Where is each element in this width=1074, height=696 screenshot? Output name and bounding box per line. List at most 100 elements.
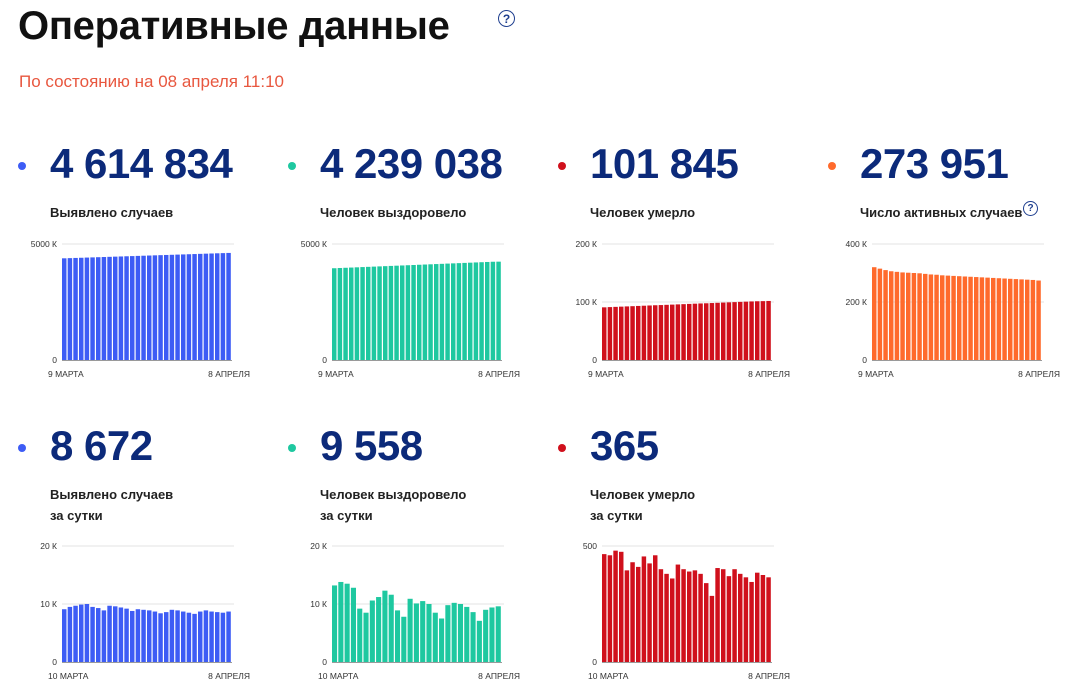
bar bbox=[636, 566, 641, 662]
chart-cases-total: 0 5000 К 9 МАРТА 8 АПРЕЛЯ bbox=[31, 239, 250, 379]
bar bbox=[96, 608, 101, 662]
y-tick-label: 100 К bbox=[576, 297, 598, 307]
stat-value: 9 558 bbox=[320, 422, 423, 469]
bar bbox=[602, 554, 607, 662]
stat-label: Выявлено случаев за сутки bbox=[50, 484, 173, 526]
bar bbox=[169, 609, 175, 662]
bar bbox=[382, 590, 388, 662]
bar bbox=[220, 253, 226, 360]
bar bbox=[766, 300, 771, 360]
chart-recovered-total: 0 5000 К 9 МАРТА 8 АПРЕЛЯ bbox=[301, 239, 520, 379]
bar bbox=[653, 555, 658, 662]
bar bbox=[687, 571, 692, 662]
bar bbox=[653, 305, 658, 360]
bar bbox=[743, 577, 749, 662]
stat-label: Выявлено случаев bbox=[50, 202, 173, 223]
y-tick-label: 0 bbox=[862, 355, 867, 365]
bar bbox=[664, 304, 669, 360]
x-tick-label: 9 МАРТА bbox=[48, 369, 84, 379]
bar bbox=[73, 605, 78, 662]
series-dot bbox=[828, 162, 836, 170]
x-tick-label: 8 АПРЕЛЯ bbox=[208, 369, 250, 379]
y-tick-label: 20 К bbox=[310, 541, 327, 551]
bar bbox=[401, 616, 407, 662]
bar bbox=[101, 610, 107, 662]
bar bbox=[934, 274, 939, 360]
bar bbox=[164, 612, 169, 662]
bar bbox=[113, 256, 118, 360]
bar bbox=[928, 274, 934, 360]
bar bbox=[613, 550, 618, 662]
bar bbox=[192, 613, 197, 662]
bar bbox=[135, 609, 141, 662]
bar bbox=[630, 562, 635, 662]
bar bbox=[985, 277, 990, 360]
stat-value: 365 bbox=[590, 422, 659, 469]
bar bbox=[215, 253, 220, 360]
bar bbox=[383, 266, 388, 360]
bar bbox=[704, 303, 709, 360]
bar bbox=[462, 262, 467, 360]
y-tick-label: 400 К bbox=[846, 239, 868, 249]
bar bbox=[715, 568, 720, 662]
bar bbox=[181, 254, 186, 360]
bar bbox=[456, 263, 462, 360]
bar bbox=[432, 612, 438, 662]
bar bbox=[169, 254, 175, 360]
x-tick-label: 8 АПРЕЛЯ bbox=[748, 671, 790, 681]
chart-cases-daily: 0 10 К 20 К 10 МАРТА 8 АПРЕЛЯ bbox=[40, 541, 250, 681]
bar bbox=[186, 254, 192, 360]
stat-value: 4 239 038 bbox=[320, 140, 503, 187]
bar bbox=[721, 569, 726, 662]
bar bbox=[67, 258, 73, 360]
bar bbox=[377, 266, 382, 360]
y-tick-label: 5000 К bbox=[31, 239, 57, 249]
bar bbox=[420, 601, 426, 662]
bar bbox=[490, 261, 496, 360]
page-title: Оперативные данные bbox=[18, 4, 450, 48]
x-tick-label: 9 МАРТА bbox=[588, 369, 624, 379]
bar bbox=[369, 600, 375, 662]
bar bbox=[470, 612, 476, 662]
bar bbox=[84, 257, 90, 360]
question-circle-icon[interactable]: ? bbox=[498, 10, 515, 27]
bar bbox=[343, 267, 348, 360]
bar bbox=[376, 597, 382, 662]
bar bbox=[337, 268, 343, 360]
bar bbox=[203, 253, 209, 360]
series-dot bbox=[558, 162, 566, 170]
bar bbox=[996, 278, 1002, 360]
x-tick-label: 8 АПРЕЛЯ bbox=[1018, 369, 1060, 379]
bar bbox=[439, 618, 445, 662]
bar bbox=[476, 620, 482, 662]
bar bbox=[906, 272, 911, 360]
bar bbox=[619, 306, 624, 360]
bar bbox=[1013, 279, 1019, 360]
bar bbox=[468, 262, 473, 360]
bar bbox=[495, 606, 501, 662]
bar bbox=[738, 301, 743, 360]
y-tick-label: 10 К bbox=[40, 599, 57, 609]
series-dot bbox=[288, 444, 296, 452]
bar bbox=[158, 255, 163, 360]
bar bbox=[363, 612, 369, 662]
bar bbox=[332, 585, 338, 662]
bar bbox=[917, 273, 922, 360]
x-tick-label: 10 МАРТА bbox=[318, 671, 359, 681]
bar bbox=[889, 271, 894, 360]
bar bbox=[394, 610, 401, 662]
bar bbox=[220, 612, 226, 662]
bar bbox=[181, 611, 186, 662]
stat-label: Человек умерло bbox=[590, 202, 695, 223]
x-tick-label: 9 МАРТА bbox=[318, 369, 354, 379]
chart-recovered-daily: 0 10 К 20 К 10 МАРТА 8 АПРЕЛЯ bbox=[310, 541, 520, 681]
bar bbox=[709, 303, 715, 360]
bar bbox=[911, 273, 917, 360]
bar bbox=[192, 254, 197, 360]
bar bbox=[124, 608, 129, 662]
bar bbox=[113, 606, 118, 662]
y-tick-label: 0 bbox=[52, 355, 57, 365]
bar bbox=[209, 253, 214, 360]
bar bbox=[687, 303, 692, 360]
question-circle-icon[interactable]: ? bbox=[1023, 201, 1038, 216]
